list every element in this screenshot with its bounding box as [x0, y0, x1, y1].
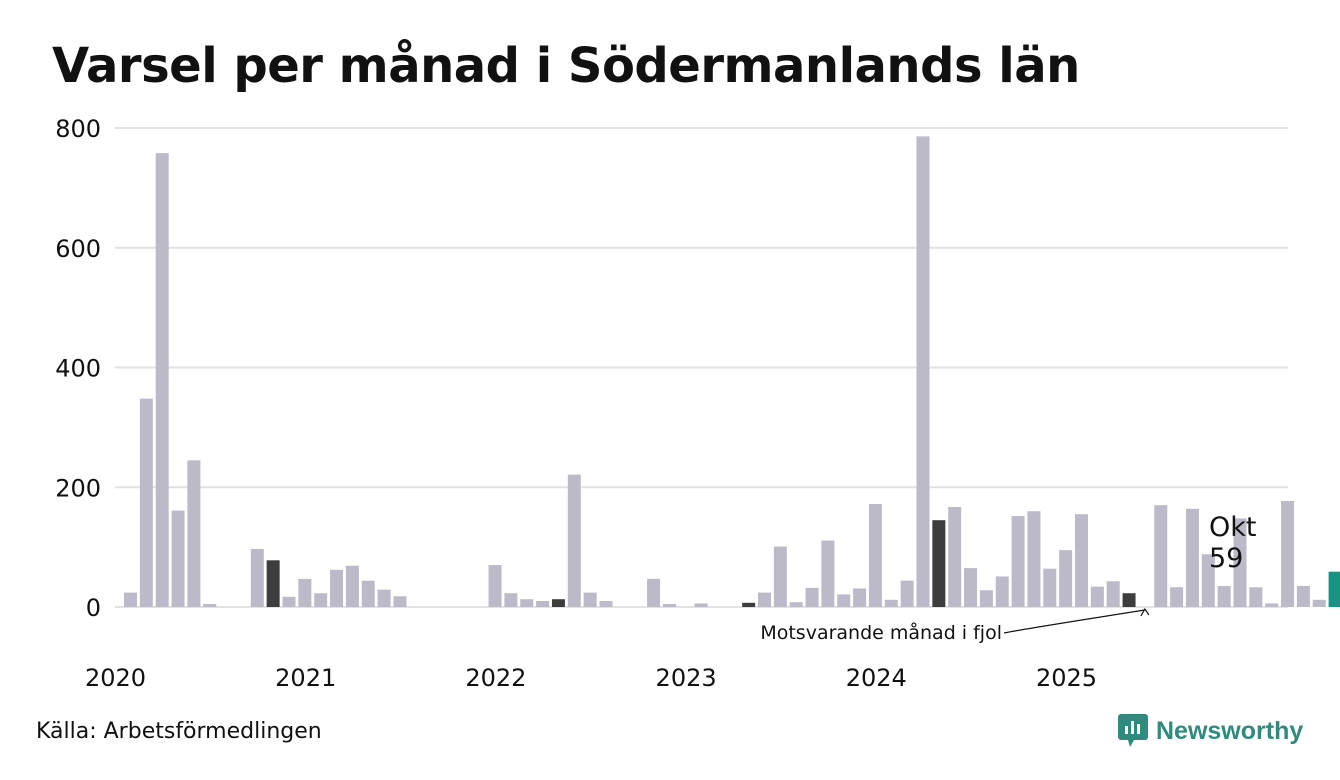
x-axis-year-labels: 2020 2021 2022 2023 2024 2025: [85, 664, 1097, 692]
bar: [377, 589, 391, 607]
y-tick-label: 400: [55, 355, 101, 383]
bar: [520, 599, 534, 607]
bar: [821, 540, 835, 607]
bar: [124, 592, 137, 607]
bar: [567, 474, 581, 607]
bar: [758, 592, 771, 607]
bar: [1328, 571, 1340, 607]
bar: [1090, 586, 1104, 607]
bar: [330, 569, 344, 607]
bar: [314, 593, 328, 607]
bar: [139, 398, 153, 607]
bar: [789, 602, 803, 607]
bar: [298, 578, 312, 607]
x-tick-label: 2022: [465, 664, 526, 692]
bar: [1265, 603, 1279, 607]
bar: [868, 504, 882, 607]
bar: [187, 460, 201, 607]
bar: [662, 604, 676, 607]
bar: [884, 599, 898, 607]
bar: [979, 590, 993, 607]
x-tick-label: 2023: [656, 664, 717, 692]
bar: [932, 520, 946, 607]
source-note: Källa: Arbetsförmedlingen: [36, 719, 322, 744]
x-tick-label: 2021: [275, 664, 336, 692]
bar: [282, 596, 296, 607]
bar: [1122, 593, 1136, 607]
bar: [805, 587, 819, 607]
bar: [203, 604, 217, 607]
annotation-text: Motsvarande månad i fjol: [760, 621, 1002, 644]
y-axis-ticks: 0 200 400 600 800: [55, 115, 101, 622]
bar: [1154, 505, 1168, 607]
bar: [1185, 508, 1199, 607]
bar: [1011, 515, 1025, 607]
bar: [837, 594, 851, 607]
bar: [647, 578, 661, 607]
x-tick-label: 2024: [846, 664, 907, 692]
bars: [124, 136, 1340, 607]
bar: [1027, 511, 1041, 607]
current-value: 59: [1209, 543, 1243, 574]
bar: [504, 593, 518, 607]
bar: [1043, 568, 1057, 607]
y-tick-label: 200: [55, 474, 101, 502]
bar: [266, 560, 280, 607]
bar: [853, 588, 867, 607]
bar: [964, 568, 978, 607]
current-month-label: Okt: [1209, 512, 1256, 543]
bar: [1075, 514, 1088, 607]
bar: [488, 565, 502, 607]
bar: [742, 602, 756, 607]
bar: [1059, 550, 1073, 607]
bar: [948, 507, 962, 607]
bar: [1249, 587, 1263, 607]
chart-title: Varsel per månad i Södermanlands län: [52, 38, 1080, 94]
bar: [1106, 581, 1120, 607]
bar: [250, 548, 264, 607]
bar: [773, 546, 787, 607]
bar: [1170, 587, 1184, 607]
bar: [361, 580, 375, 607]
brand: Newsworthy: [1118, 714, 1303, 748]
bar: [551, 599, 565, 607]
bar: [694, 603, 708, 607]
bar: [536, 601, 550, 607]
bar: [345, 565, 359, 607]
bar: [916, 136, 930, 607]
newsworthy-logo-icon: [1118, 714, 1148, 747]
annotation-arrow: [1003, 607, 1150, 634]
current-value-label: Okt 59: [1209, 512, 1256, 574]
bar: [393, 596, 407, 607]
x-tick-label: 2025: [1036, 664, 1097, 692]
bar: [599, 601, 613, 607]
bar: [583, 592, 597, 607]
bar: [995, 576, 1009, 607]
bar: [1281, 501, 1295, 607]
gridlines: [115, 127, 1288, 608]
brand-name: Newsworthy: [1156, 716, 1304, 745]
bar: [900, 580, 914, 607]
bar: [171, 510, 185, 607]
bar: [1296, 586, 1310, 607]
y-tick-label: 600: [55, 235, 101, 263]
bar: [1217, 586, 1231, 607]
bar: [1233, 518, 1247, 607]
y-tick-label: 800: [55, 115, 101, 143]
bar: [1201, 554, 1215, 607]
y-tick-label: 0: [86, 594, 101, 622]
bar: [155, 153, 169, 607]
bar: [1312, 599, 1326, 607]
annotation-group: Motsvarande månad i fjol: [760, 607, 1150, 644]
x-tick-label: 2020: [85, 664, 146, 692]
